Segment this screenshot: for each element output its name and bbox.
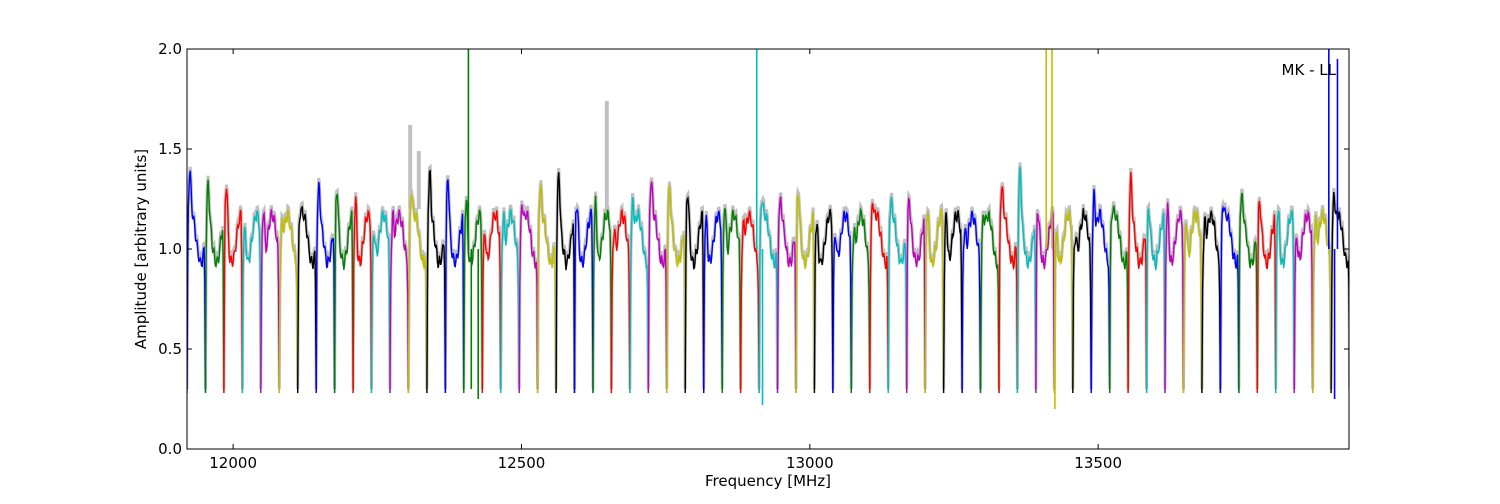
channel-series-18 <box>500 208 520 394</box>
channel-series-45 <box>998 186 1019 394</box>
channel-series-37 <box>850 207 871 394</box>
channel-series-13 <box>407 194 428 394</box>
channel-series-60 <box>1275 209 1295 394</box>
channel-series-1 <box>187 170 207 394</box>
y-axis-label: Amplitude [arbitrary units] <box>132 149 150 349</box>
channel-series-56 <box>1201 210 1222 394</box>
channel-series-44 <box>979 209 1000 394</box>
channel-series-32 <box>758 200 779 394</box>
series-layer <box>187 49 1349 409</box>
x-tick-label: 12500 <box>498 454 546 472</box>
channel-series-40 <box>906 196 926 394</box>
x-tick-label: 12000 <box>209 454 257 472</box>
channel-series-8 <box>315 181 336 394</box>
y-tick-label: 0.5 <box>158 340 182 358</box>
channel-series-58 <box>1238 192 1259 394</box>
channel-series-22 <box>573 207 594 394</box>
channel-series-16 <box>463 199 483 394</box>
channel-series-41 <box>924 207 945 394</box>
channel-series-14 <box>426 169 447 394</box>
channel-series-48 <box>1053 209 1074 394</box>
y-tick-label: 0.0 <box>158 440 182 458</box>
channel-series-34 <box>795 193 816 394</box>
channel-series-53 <box>1145 207 1166 394</box>
channel-series-31 <box>739 210 760 394</box>
channel-series-33 <box>776 196 797 394</box>
channel-series-23 <box>592 195 613 394</box>
channel-series-10 <box>352 196 373 394</box>
channel-series-24 <box>610 208 631 394</box>
channel-series-27 <box>666 185 686 394</box>
channel-series-25 <box>629 197 649 394</box>
channel-series-52 <box>1127 172 1148 394</box>
channel-series-61 <box>1293 209 1314 394</box>
channel-series-4 <box>241 210 262 394</box>
channel-series-28 <box>684 195 705 394</box>
channel-series-50 <box>1090 188 1111 394</box>
channel-series-36 <box>832 210 852 394</box>
plot-area <box>187 49 1349 409</box>
y-tick-label: 2.0 <box>158 40 182 58</box>
channel-series-21 <box>555 172 576 394</box>
channel-series-59 <box>1256 200 1277 394</box>
channel-series-12 <box>389 209 410 394</box>
channel-series-30 <box>721 208 742 394</box>
channel-series-15 <box>444 179 465 394</box>
channel-series-43 <box>961 210 982 394</box>
channel-series-17 <box>481 210 502 394</box>
channel-series-7 <box>297 205 317 394</box>
y-tick-label: 1.5 <box>158 140 182 158</box>
x-tick-label: 13500 <box>1074 454 1122 472</box>
channel-series-51 <box>1108 205 1129 394</box>
channel-series-2 <box>204 179 225 394</box>
x-tick-label: 13000 <box>786 454 834 472</box>
channel-series-20 <box>536 184 557 394</box>
channel-series-9 <box>333 193 354 394</box>
channel-series-19 <box>518 204 539 394</box>
channel-series-46 <box>1016 166 1037 394</box>
channel-series-39 <box>887 196 908 394</box>
channel-series-11 <box>370 210 391 394</box>
channel-series-63 <box>1330 191 1349 394</box>
channel-series-29 <box>703 210 723 394</box>
channel-series-6 <box>278 208 299 394</box>
channel-series-38 <box>869 202 889 394</box>
channel-series-5 <box>260 209 280 394</box>
channel-series-57 <box>1219 205 1240 394</box>
channel-series-55 <box>1182 209 1203 394</box>
channel-series-3 <box>223 188 244 394</box>
chart-annotation: MK - LL <box>1282 61 1337 79</box>
x-axis-label: Frequency [MHz] <box>705 472 831 490</box>
channel-series-49 <box>1072 208 1092 394</box>
channel-series-54 <box>1164 202 1185 394</box>
channel-series-42 <box>942 210 963 394</box>
channel-series-35 <box>813 208 834 394</box>
axis-layer: 12000 12500 13000 13500 0.0 0.5 1.0 1.5 2.0 <box>158 40 1350 472</box>
y-tick-label: 1.0 <box>158 240 182 258</box>
channel-series-26 <box>647 181 668 394</box>
